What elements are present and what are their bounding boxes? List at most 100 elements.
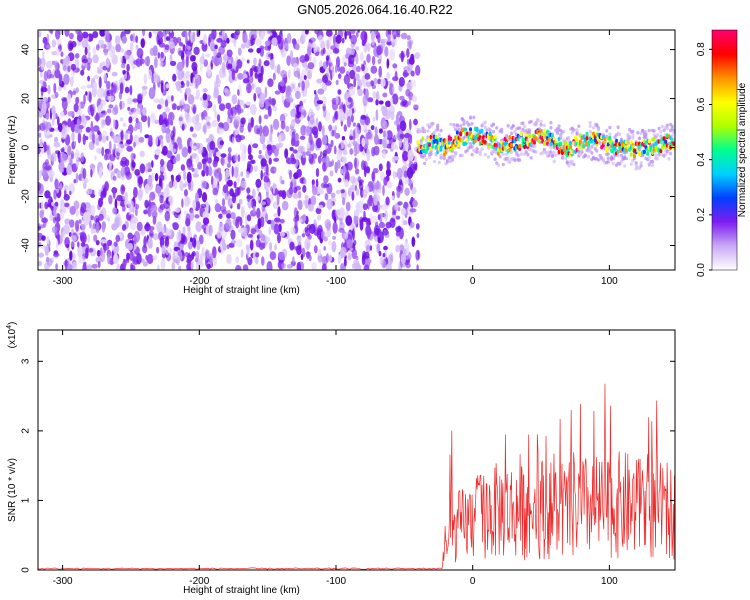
noise-cell: [247, 122, 252, 133]
signal-cell: [557, 149, 561, 155]
noise-cell: [325, 49, 333, 56]
noise-cell: [137, 103, 143, 115]
noise-cell: [413, 104, 419, 109]
noise-cell: [303, 75, 307, 80]
noise-cell: [163, 188, 169, 199]
signal-cell: [575, 131, 579, 135]
noise-cell: [105, 57, 110, 69]
noise-cell: [304, 30, 309, 35]
signal-cell: [508, 160, 512, 165]
signal-cell: [639, 161, 643, 165]
noise-cell: [370, 65, 378, 74]
noise-cell: [320, 182, 328, 189]
noise-cell: [93, 74, 99, 80]
signal-cell: [619, 137, 624, 142]
noise-cell: [166, 159, 174, 172]
noise-cell: [194, 95, 200, 100]
noise-cell: [344, 30, 347, 40]
signal-cell: [569, 140, 573, 146]
noise-cell: [112, 107, 119, 116]
noise-cell: [74, 124, 79, 134]
noise-cell: [94, 155, 97, 161]
noise-cell: [54, 136, 59, 143]
noise-cell: [88, 141, 95, 151]
noise-cell: [280, 70, 287, 78]
noise-cell: [256, 47, 262, 54]
noise-cell: [329, 170, 334, 177]
noise-cell: [337, 30, 344, 39]
noise-cell: [44, 245, 50, 256]
noise-cell: [414, 155, 417, 165]
noise-cell: [151, 210, 158, 219]
noise-cell: [143, 73, 148, 85]
noise-cell: [273, 167, 277, 172]
noise-cell: [311, 126, 319, 135]
noise-cell: [379, 171, 385, 181]
noise-cell: [69, 190, 72, 196]
signal-cell: [590, 139, 594, 144]
signal-cell: [550, 154, 555, 159]
signal-cell: [590, 145, 594, 149]
noise-cell: [236, 203, 241, 210]
signal-cell: [431, 121, 435, 126]
noise-cell: [47, 84, 51, 95]
noise-cell: [386, 72, 391, 80]
noise-cell: [43, 97, 46, 103]
noise-cell: [216, 172, 223, 183]
noise-cell: [112, 187, 116, 199]
noise-cell: [161, 111, 167, 122]
signal-cell: [541, 150, 545, 155]
noise-cell: [93, 234, 98, 242]
signal-cell: [567, 136, 571, 140]
noise-cell: [161, 244, 166, 255]
noise-cell: [376, 189, 382, 194]
noise-cell: [165, 83, 170, 89]
noise-cell: [335, 209, 341, 216]
noise-cell: [386, 180, 393, 189]
y-tick-label: 3: [21, 358, 32, 364]
noise-cell: [348, 54, 355, 65]
noise-cell: [413, 118, 418, 126]
noise-cell: [296, 168, 302, 178]
noise-cell: [83, 181, 87, 189]
noise-cell: [147, 206, 152, 218]
signal-cell: [631, 129, 635, 134]
signal-cell: [518, 126, 522, 130]
noise-cell: [147, 176, 153, 186]
noise-cell: [354, 126, 360, 139]
noise-cell: [64, 258, 68, 270]
noise-cell: [343, 124, 347, 132]
noise-cell: [237, 99, 245, 106]
noise-cell: [214, 111, 218, 119]
noise-cell: [211, 30, 217, 40]
signal-cell: [493, 134, 497, 140]
noise-cell: [186, 171, 192, 184]
signal-cell: [496, 163, 500, 167]
noise-cell: [171, 148, 177, 153]
noise-cell: [218, 103, 226, 111]
noise-cell: [85, 91, 88, 96]
noise-cell: [130, 34, 134, 42]
signal-cell: [655, 133, 660, 137]
noise-cell: [97, 87, 104, 99]
signal-cell: [564, 140, 568, 146]
noise-cell: [237, 89, 240, 96]
x-tick-label: -100: [326, 576, 346, 587]
noise-cell: [325, 156, 330, 168]
signal-cell: [588, 120, 592, 125]
noise-cell: [69, 219, 75, 228]
noise-cell: [80, 242, 86, 248]
noise-cell: [172, 222, 179, 231]
signal-cell: [475, 150, 479, 154]
noise-cell: [247, 233, 254, 238]
noise-cell: [304, 199, 309, 209]
noise-cell: [252, 205, 256, 214]
noise-cell: [185, 70, 191, 79]
noise-cell: [135, 117, 139, 124]
noise-cell: [211, 119, 218, 127]
noise-cell: [40, 63, 44, 71]
noise-cell: [291, 121, 295, 127]
noise-cell: [247, 257, 253, 266]
noise-cell: [240, 180, 247, 189]
noise-cell: [79, 232, 85, 237]
